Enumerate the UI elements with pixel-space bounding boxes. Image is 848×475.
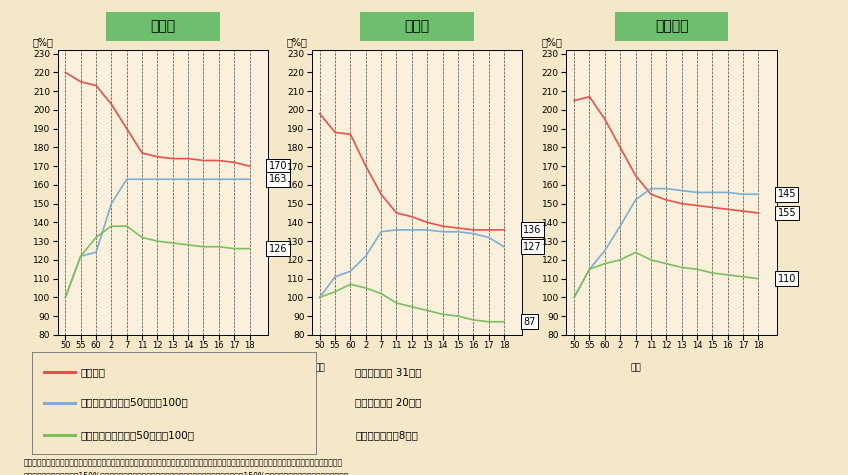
Text: 東京圏: 東京圏: [150, 19, 176, 34]
Text: 昭和: 昭和: [60, 363, 70, 372]
Text: 名古屋圏: 名古屋圏: [655, 19, 689, 34]
Text: 87: 87: [523, 317, 535, 327]
Text: のそれぞれの混雑率を150%以内（東京圈については、当面、主要区間の平均混雑率を全体として150%以内とするとともに、すべての区間のそ: のそれぞれの混雑率を150%以内（東京圈については、当面、主要区間の平均混雑率を…: [24, 472, 349, 475]
Text: 136: 136: [523, 225, 542, 235]
Text: 昭和: 昭和: [569, 363, 579, 372]
Text: 大阪圏: 大阪圏: [404, 19, 430, 34]
Text: ＊東京圈　　 31区間: ＊東京圈 31区間: [355, 367, 421, 377]
Text: 平成: 平成: [630, 363, 641, 372]
Text: 平成: 平成: [121, 363, 132, 372]
Text: （%）: （%）: [32, 38, 53, 48]
Text: ：混雑率: ：混雑率: [81, 367, 105, 377]
Text: 126: 126: [269, 244, 287, 254]
Text: 127: 127: [523, 242, 542, 252]
Text: 昭和: 昭和: [315, 363, 325, 372]
Text: 110: 110: [778, 274, 796, 284]
Text: （注）運輸政策審議会（現交通政策審議会）の答申（平成１２年８月）において、混雑率に関する指標として、大都市圈における都市鉄道のすべての区間: （注）運輸政策審議会（現交通政策審議会）の答申（平成１２年８月）において、混雑率…: [24, 458, 343, 467]
Text: （%）: （%）: [541, 38, 562, 48]
Text: 名古屋圈　　8区間: 名古屋圈 8区間: [355, 430, 418, 440]
Text: 145: 145: [778, 189, 796, 199]
Text: ：輸送力（指数：50年度＝100）: ：輸送力（指数：50年度＝100）: [81, 398, 188, 408]
Text: （%）: （%）: [287, 38, 308, 48]
Text: 170: 170: [269, 161, 287, 171]
Text: 平成: 平成: [376, 363, 387, 372]
Text: 163: 163: [269, 174, 287, 184]
Text: ：輸送人員（指数：50年度＝100）: ：輸送人員（指数：50年度＝100）: [81, 430, 194, 440]
Text: 155: 155: [778, 208, 796, 218]
Text: 大阪圈　　 20区間: 大阪圈 20区間: [355, 398, 421, 408]
